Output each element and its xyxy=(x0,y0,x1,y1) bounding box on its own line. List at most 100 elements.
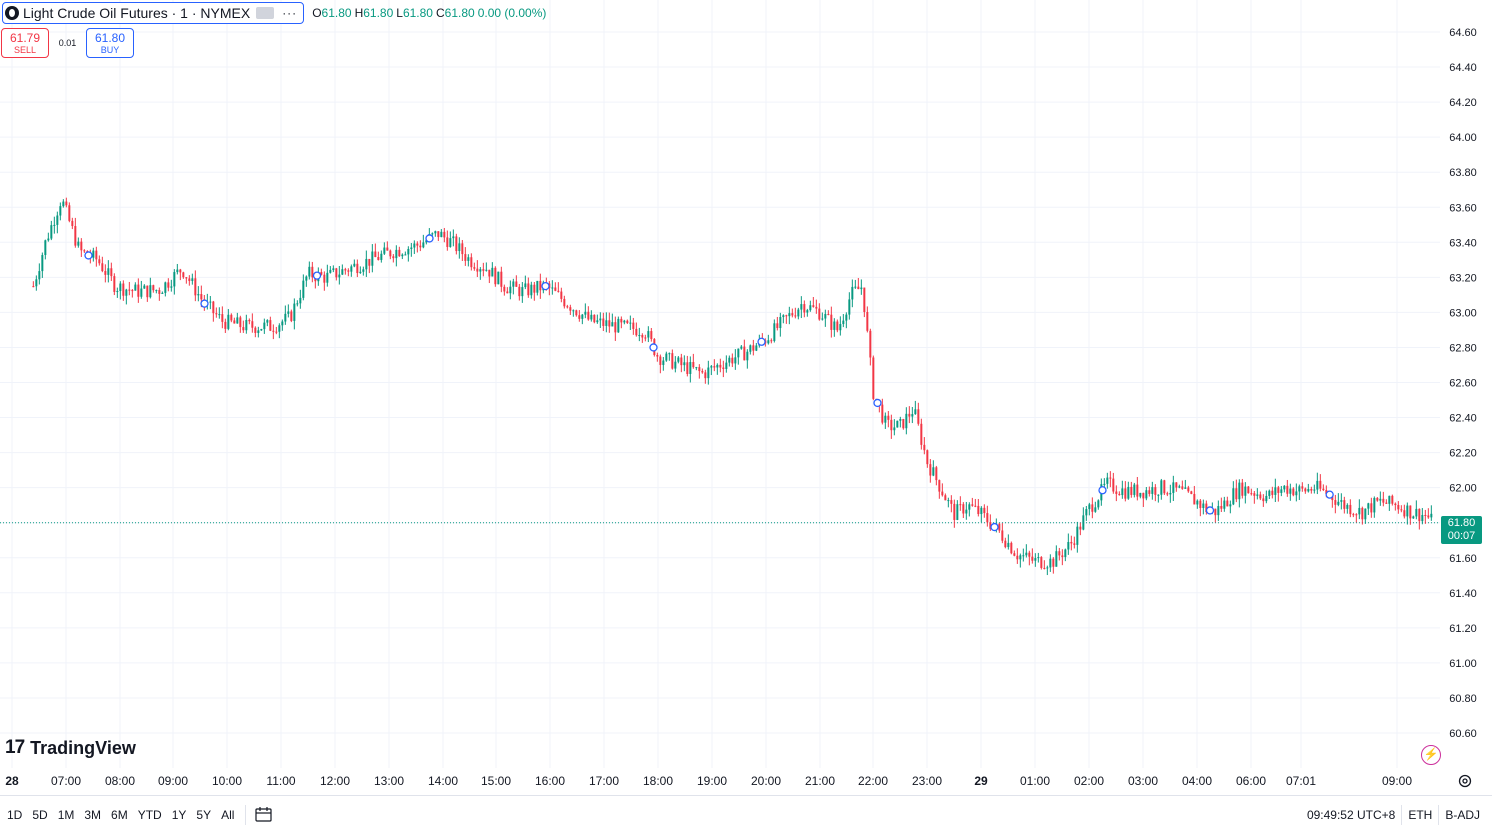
candle-body xyxy=(221,314,224,322)
candle-body xyxy=(833,321,836,330)
event-marker[interactable] xyxy=(1098,486,1107,495)
buy-button[interactable]: 61.80 BUY xyxy=(86,28,134,58)
candle-body xyxy=(575,310,578,316)
x-tick-label: 09:00 xyxy=(158,774,188,788)
event-marker[interactable] xyxy=(873,398,882,408)
candle-body xyxy=(680,357,683,366)
event-marker[interactable] xyxy=(425,234,434,243)
candle-body xyxy=(1178,486,1181,488)
more-options-icon[interactable]: ··· xyxy=(282,6,298,20)
lightning-icon[interactable]: ⚡ xyxy=(1421,745,1441,765)
event-marker[interactable] xyxy=(1325,490,1334,499)
candle-body xyxy=(422,242,425,248)
candle-body xyxy=(185,277,188,279)
candle-body xyxy=(563,298,566,307)
event-marker[interactable] xyxy=(990,522,999,532)
candle-body xyxy=(974,505,977,507)
visibility-toggle-icon[interactable] xyxy=(256,7,275,19)
candle-body xyxy=(1091,504,1094,512)
candle-body xyxy=(92,250,95,258)
candle-body xyxy=(755,345,758,351)
calendar-range-icon[interactable] xyxy=(254,806,274,824)
candle-body xyxy=(554,287,557,291)
candle-body xyxy=(176,269,179,273)
buy-label: BUY xyxy=(100,44,120,55)
clock-timezone[interactable]: 09:49:52 UTC+8 xyxy=(1306,807,1396,822)
symbol-search-box[interactable]: Light Crude Oil Futures · 1 · NYMEX ··· xyxy=(2,2,305,24)
period-3m[interactable]: 3M xyxy=(84,807,102,822)
candle-body xyxy=(233,320,236,324)
candle-body xyxy=(965,509,968,514)
candle-body xyxy=(1121,488,1124,496)
candle-body xyxy=(374,251,377,258)
period-1d[interactable]: 1D xyxy=(7,807,23,822)
candle-body xyxy=(512,281,515,287)
y-tick-label: 63.60 xyxy=(1449,202,1477,214)
sell-button[interactable]: 61.79 SELL xyxy=(1,28,49,58)
candle-body xyxy=(1073,543,1076,545)
candle-body xyxy=(50,225,53,239)
candle-body xyxy=(458,243,461,252)
candle-body xyxy=(425,240,428,243)
event-marker[interactable] xyxy=(1205,506,1215,515)
y-tick-label: 61.00 xyxy=(1449,658,1477,670)
sell-label: SELL xyxy=(13,44,37,55)
candle-body xyxy=(62,201,65,207)
candle-body xyxy=(479,269,482,272)
session-toggle[interactable]: ETH xyxy=(1408,807,1433,822)
candle-body xyxy=(569,307,572,311)
trade-panel: 61.79 SELL 0.01 61.80 BUY xyxy=(1,28,134,58)
open-label: O xyxy=(312,6,322,20)
gear-icon[interactable] xyxy=(1457,773,1473,789)
candle-body xyxy=(599,318,602,321)
candle-body xyxy=(182,272,185,278)
period-5y[interactable]: 5Y xyxy=(196,807,212,822)
period-all[interactable]: All xyxy=(221,807,235,822)
candle-body xyxy=(1061,555,1064,558)
candle-body xyxy=(1148,490,1151,494)
event-marker[interactable] xyxy=(649,343,658,352)
candle-body xyxy=(560,291,563,299)
adjustment-toggle[interactable]: B-ADJ xyxy=(1445,807,1480,822)
candle-body xyxy=(698,367,701,372)
candle-body xyxy=(1226,500,1229,507)
period-1m[interactable]: 1M xyxy=(57,807,75,822)
event-marker[interactable] xyxy=(757,337,766,346)
change-value: 0.00 (0.00%) xyxy=(477,6,547,20)
candle-body xyxy=(1280,489,1283,493)
tradingview-logo[interactable]: 17 TradingView xyxy=(5,737,136,759)
candle-body xyxy=(647,331,650,338)
candle-body xyxy=(407,248,410,255)
period-ytd[interactable]: YTD xyxy=(137,807,162,822)
candle-body xyxy=(371,251,374,266)
candle-body xyxy=(110,268,113,277)
period-1y[interactable]: 1Y xyxy=(171,807,187,822)
candle-body xyxy=(719,364,722,368)
period-5d[interactable]: 5D xyxy=(32,807,48,822)
candle-body xyxy=(932,467,935,476)
symbol-title[interactable]: Light Crude Oil Futures · 1 · NYMEX xyxy=(23,5,251,21)
candle-body xyxy=(1268,490,1271,496)
candle-body xyxy=(1298,486,1301,492)
event-marker[interactable] xyxy=(84,251,93,260)
candle-body xyxy=(1139,492,1142,497)
candle-body xyxy=(530,284,533,296)
candle-body xyxy=(1301,486,1304,489)
price-chart[interactable]: 64.60 64.40 64.20 64.00 63.80 63.60 63.40 63.20… xyxy=(0,0,1492,795)
candle-body xyxy=(1394,503,1397,506)
candle-body xyxy=(1337,501,1340,505)
x-tick-label: 04:00 xyxy=(1182,774,1212,788)
period-6m[interactable]: 6M xyxy=(111,807,128,822)
y-tick-label: 64.60 xyxy=(1449,27,1477,39)
y-tick-label: 60.80 xyxy=(1449,693,1477,705)
event-marker[interactable] xyxy=(200,299,209,308)
event-marker[interactable] xyxy=(312,271,322,280)
candle-body xyxy=(566,306,569,308)
candle-body xyxy=(1235,488,1238,500)
candle-body xyxy=(1142,492,1145,499)
candle-body xyxy=(725,362,728,369)
candle-body xyxy=(236,317,239,324)
event-marker[interactable] xyxy=(541,281,550,291)
candle-body xyxy=(383,247,386,254)
candle-body xyxy=(113,276,116,292)
